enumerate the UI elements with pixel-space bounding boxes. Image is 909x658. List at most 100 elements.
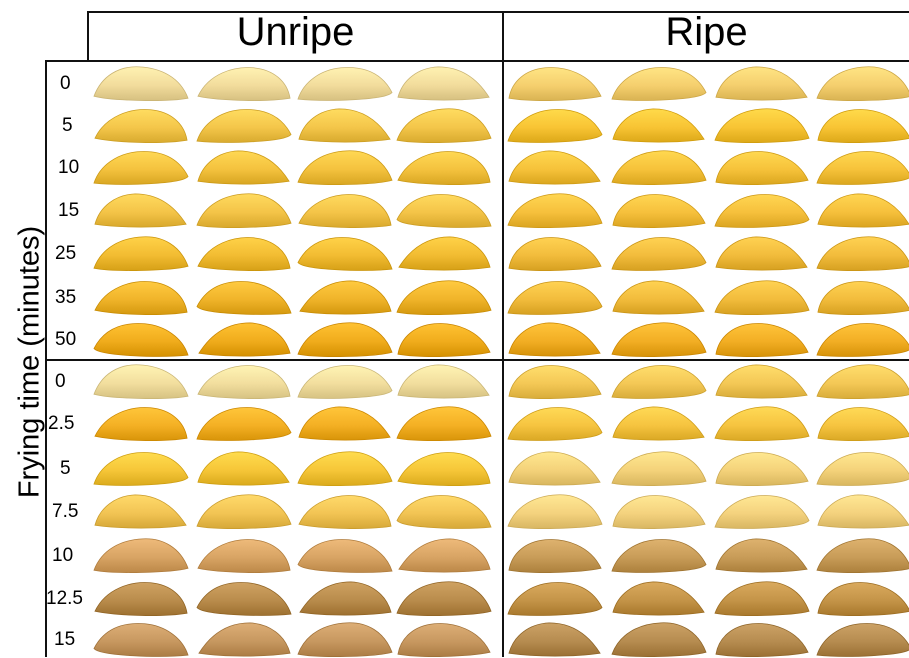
fruit-slice [506, 579, 604, 617]
fruit-slice [195, 106, 293, 144]
fruit-slice [296, 191, 394, 229]
column-title-unripe: Unripe [236, 9, 355, 54]
fruit-slice [506, 106, 604, 144]
header-bottom-border [45, 60, 909, 62]
fruit-slice [815, 106, 909, 144]
fruit-slice [195, 64, 293, 102]
fruit-slice [195, 404, 293, 442]
panel-divider [45, 359, 909, 361]
fruit-slice [296, 64, 394, 102]
fruit-slice [195, 320, 293, 358]
fruit-slice [92, 449, 190, 487]
top-border [87, 11, 909, 13]
fruit-slice [395, 492, 493, 530]
fruit-slice [815, 320, 909, 358]
fruit-slice [506, 278, 604, 316]
time-label: 15 [54, 629, 76, 650]
fruit-slice [713, 234, 811, 272]
fruit-slice [92, 362, 190, 400]
fruit-slice [395, 106, 493, 144]
fruit-slice [713, 362, 811, 400]
fruit-slice [195, 278, 293, 316]
fruit-slice [195, 492, 293, 530]
time-label: 0 [60, 73, 71, 94]
fruit-slice [296, 449, 394, 487]
fruit-slice [713, 579, 811, 617]
fruit-slice [195, 148, 293, 186]
fruit-slice [506, 191, 604, 229]
time-label: 50 [55, 329, 77, 350]
fruit-slice [92, 64, 190, 102]
fruit-slice [506, 536, 604, 574]
fruit-slice [815, 148, 909, 186]
header-left-border [87, 11, 89, 62]
fruit-slice [92, 620, 190, 658]
fruit-slice [815, 362, 909, 400]
column-title-ripe: Ripe [665, 9, 748, 54]
fruit-slice [395, 320, 493, 358]
fruit-slice [610, 404, 708, 442]
fruit-slice [610, 278, 708, 316]
time-label: 12.5 [46, 588, 83, 609]
fruit-slice [713, 536, 811, 574]
fruit-slice [92, 404, 190, 442]
fruit-slice [395, 449, 493, 487]
time-label: 0 [55, 371, 66, 392]
fruit-slice [195, 449, 293, 487]
fruit-slice [296, 404, 394, 442]
fruit-slice [815, 234, 909, 272]
fruit-slice [296, 536, 394, 574]
fruit-slice [395, 191, 493, 229]
fruit-slice [815, 536, 909, 574]
fruit-slice [713, 148, 811, 186]
fruit-slice [506, 234, 604, 272]
fruit-slice [610, 148, 708, 186]
fruit-slice [296, 106, 394, 144]
column-divider [502, 11, 504, 657]
fruit-slice [713, 278, 811, 316]
fruit-slice [610, 362, 708, 400]
fruit-slice [195, 579, 293, 617]
fruit-slice [506, 449, 604, 487]
time-label: 10 [52, 545, 74, 566]
fruit-slice [506, 492, 604, 530]
fruit-slice [713, 106, 811, 144]
fruit-slice [296, 492, 394, 530]
fruit-slice [506, 320, 604, 358]
fruit-slice [195, 362, 293, 400]
fruit-slice [815, 404, 909, 442]
time-label: 5 [60, 458, 71, 479]
fruit-slice [713, 449, 811, 487]
fruit-slice [395, 234, 493, 272]
fruit-slice [713, 191, 811, 229]
fruit-slice [195, 620, 293, 658]
fruit-slice [815, 620, 909, 658]
fruit-slice [296, 320, 394, 358]
fruit-slice [506, 64, 604, 102]
fruit-slice [610, 234, 708, 272]
time-label: 7.5 [52, 501, 79, 522]
fruit-slice [610, 620, 708, 658]
fruit-slice [610, 64, 708, 102]
panel-left-border [45, 60, 47, 657]
fruit-slice [395, 148, 493, 186]
fruit-slice [610, 492, 708, 530]
fruit-slice [195, 234, 293, 272]
fruit-slice [506, 620, 604, 658]
fruit-slice [610, 191, 708, 229]
fruit-slice [815, 449, 909, 487]
time-label: 35 [55, 287, 77, 308]
fruit-slice [713, 320, 811, 358]
fruit-slice [92, 191, 190, 229]
fruit-slice [296, 148, 394, 186]
fruit-slice [296, 278, 394, 316]
fruit-slice [815, 191, 909, 229]
fruit-slice [815, 579, 909, 617]
fruit-slice [610, 320, 708, 358]
fruit-slice [610, 106, 708, 144]
time-label: 10 [58, 157, 80, 178]
fruit-slice [395, 404, 493, 442]
fruit-slice [815, 278, 909, 316]
fruit-slice [395, 620, 493, 658]
fruit-slice [92, 234, 190, 272]
